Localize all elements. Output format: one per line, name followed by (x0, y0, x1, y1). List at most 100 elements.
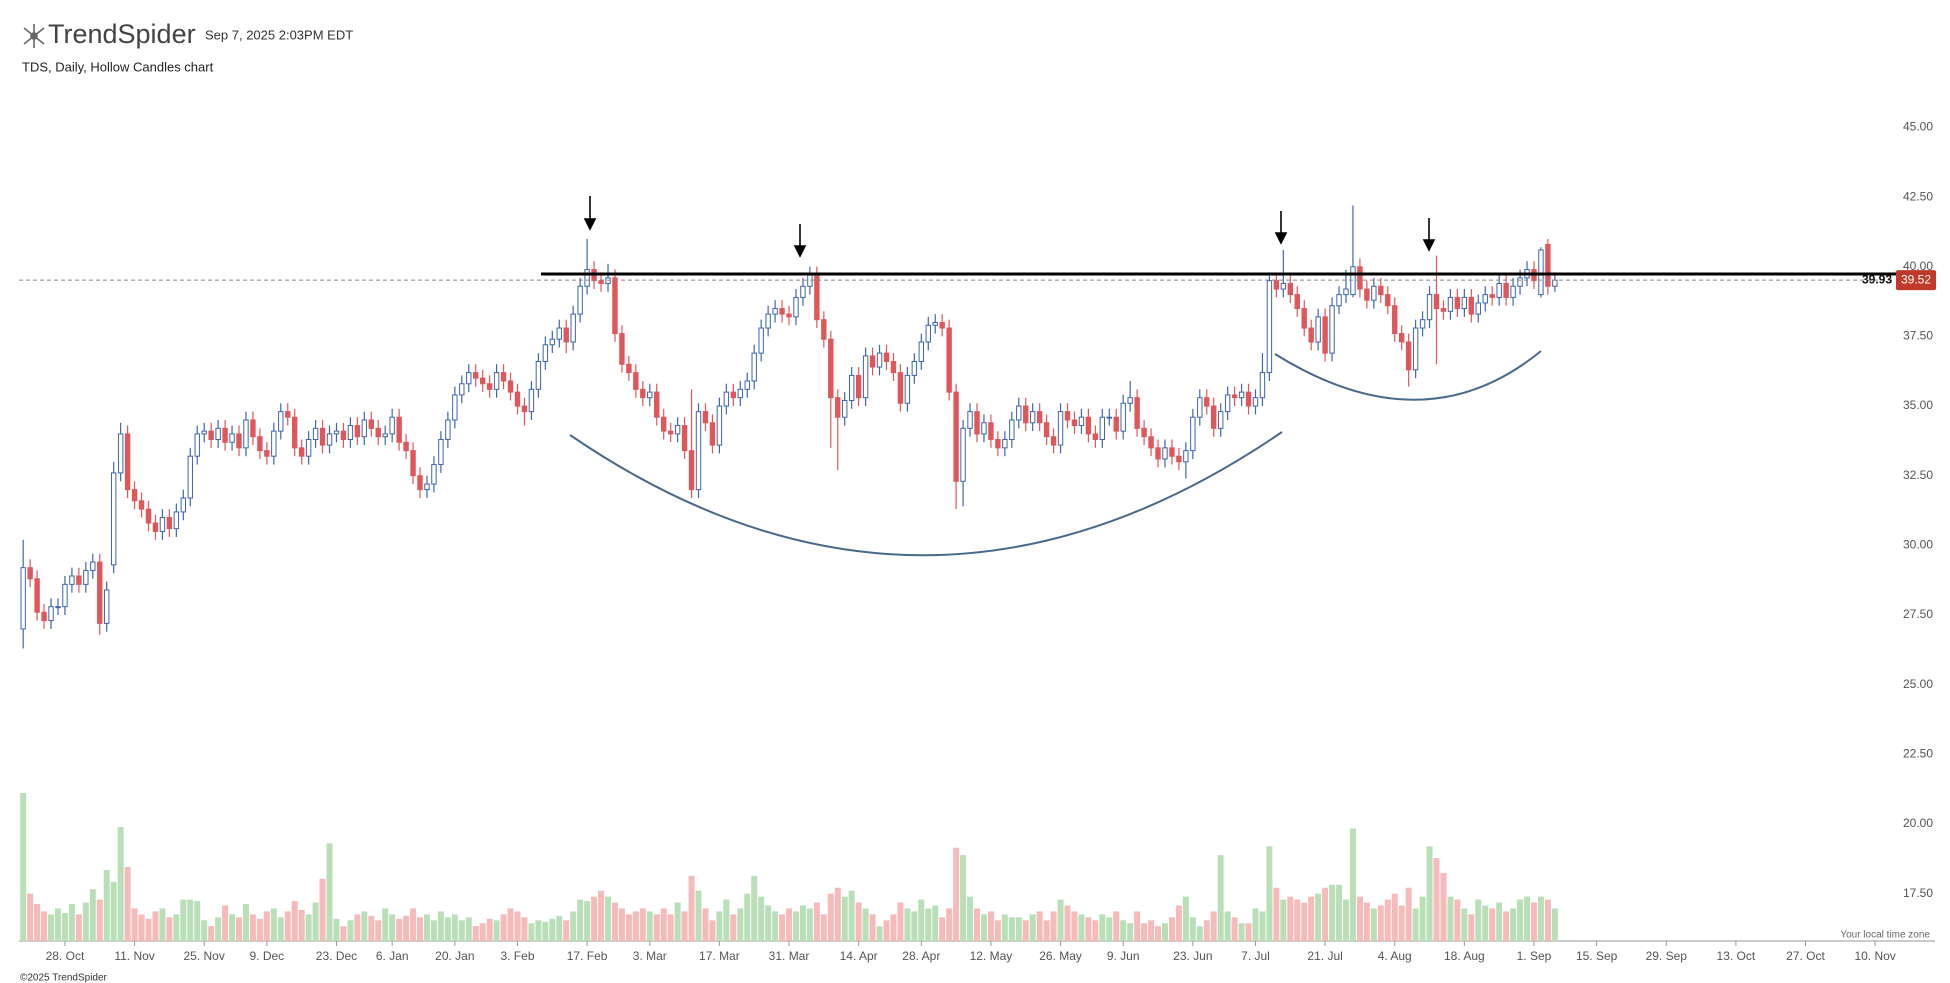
volume-bar (1196, 926, 1203, 941)
volume-bar (1398, 905, 1405, 941)
volume-bar (180, 899, 187, 941)
volume-bar (1266, 846, 1273, 941)
candle-body (41, 611, 47, 622)
candle-body (953, 391, 959, 482)
y-tick-label: 42.50 (1903, 189, 1933, 203)
volume-bar (1322, 887, 1329, 941)
candle-body (1545, 243, 1551, 287)
candle-body (1190, 416, 1196, 452)
x-tick-label: 3. Mar (633, 949, 667, 963)
candle-body (1002, 438, 1008, 449)
candle-body (298, 447, 305, 457)
x-tick-label: 9. Jun (1107, 949, 1140, 963)
volume-bar (347, 920, 354, 941)
volume-bar (277, 917, 284, 941)
x-tick-label: 28. Oct (46, 949, 85, 963)
candle-body (1099, 416, 1106, 440)
x-tick-label: 17. Feb (567, 949, 608, 963)
candle-body (55, 606, 61, 609)
volume-bar (472, 926, 479, 941)
candle-body (1085, 416, 1092, 435)
volume-bar (1370, 908, 1377, 941)
volume-bar (1412, 908, 1419, 941)
volume-bar (563, 920, 570, 941)
volume-bar (201, 920, 208, 941)
volume-bar (1530, 902, 1537, 941)
volume-bar (1127, 923, 1134, 941)
candle-body (1148, 436, 1154, 449)
volume-bar (674, 902, 681, 941)
volume-bar (1510, 908, 1517, 941)
volume-bar (792, 911, 799, 941)
volume-bar (632, 911, 639, 941)
candle-body (222, 427, 228, 443)
volume-bar (1524, 896, 1531, 941)
y-tick-label: 45.00 (1903, 120, 1933, 134)
volume-bar (751, 875, 758, 941)
candle-body (688, 450, 695, 491)
volume-bar (263, 911, 270, 941)
volume-bar (688, 875, 695, 941)
x-tick-label: 17. Mar (699, 949, 740, 963)
volume-bar (827, 893, 834, 941)
volume-bar (20, 793, 27, 941)
volume-bar (528, 923, 535, 941)
volume-bar (1544, 899, 1551, 941)
volume-bar (222, 905, 229, 941)
volume-bar (340, 926, 347, 941)
candle-body (772, 308, 778, 315)
volume-bar (1551, 908, 1558, 941)
candle-body (925, 324, 931, 343)
volume-bar (270, 908, 277, 941)
volume-bar (145, 918, 152, 941)
volume-bar (1363, 902, 1370, 941)
x-tick-label: 10. Nov (1854, 949, 1895, 963)
candle-body (396, 416, 402, 443)
volume-bar (417, 917, 424, 941)
volume-bar (1029, 914, 1036, 941)
volume-bar (1287, 896, 1294, 941)
volume-bar (1315, 893, 1322, 941)
candle-body (786, 313, 792, 318)
candle-body (1308, 327, 1314, 343)
y-tick-label: 35.00 (1903, 398, 1933, 412)
candle-body (1440, 308, 1447, 312)
candle-body (549, 338, 556, 346)
volume-bar (1001, 914, 1008, 941)
volume-bar (786, 908, 793, 941)
candle-body (1447, 296, 1454, 312)
candle-body (243, 419, 249, 449)
last-price-box (1896, 270, 1936, 291)
volume-bar (1273, 887, 1280, 941)
candle-body (995, 438, 1001, 449)
x-tick-label: 23. Dec (316, 949, 357, 963)
volume-bar (305, 914, 312, 941)
volume-bar (1155, 926, 1162, 941)
candle-body (751, 352, 757, 382)
volume-bar (375, 920, 382, 941)
x-tick-label: 20. Jan (435, 949, 474, 963)
volume-bar (876, 926, 883, 941)
volume-bar (1475, 899, 1482, 941)
volume-bar (716, 911, 723, 941)
volume-bar (54, 908, 61, 941)
candle-body (340, 430, 347, 440)
volume-bar (953, 847, 960, 941)
volume-bar (1175, 905, 1182, 941)
volume-bar (758, 896, 765, 941)
y-tick-label: 20.00 (1903, 816, 1933, 830)
candle-body (800, 285, 806, 298)
volume-bar (1384, 899, 1391, 941)
volume-bar (1377, 905, 1384, 941)
volume-bar (173, 914, 180, 941)
volume-bar (1134, 911, 1141, 941)
volume-bar (34, 904, 41, 941)
candle-body (173, 511, 180, 530)
volume-bar (1482, 905, 1489, 941)
volume-bar (1210, 911, 1217, 941)
candle-body (1538, 249, 1544, 296)
candle-body (375, 427, 381, 438)
volume-bar (806, 908, 813, 941)
volume-bar (486, 918, 493, 941)
candle-body (633, 372, 639, 390)
